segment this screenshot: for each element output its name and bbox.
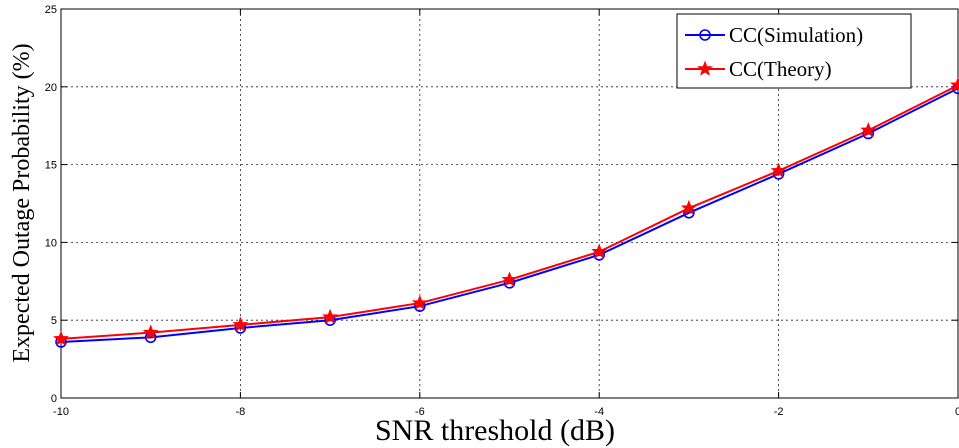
axis-ticks: -10 -8 -6 -4 -2 0 0 5 10 15 20 25 (45, 4, 959, 418)
series-line (60, 84, 959, 340)
x-tick-label: -10 (53, 406, 69, 418)
legend-box (676, 13, 912, 89)
data-point (860, 122, 877, 138)
data-point (770, 162, 787, 178)
data-point (232, 316, 249, 332)
x-tick-label: -2 (774, 406, 784, 418)
y-tick-label: 20 (45, 82, 57, 94)
data-point (53, 330, 69, 346)
x-tick-label: -4 (594, 406, 604, 418)
legend: CC(Simulation) CC(Theory) (676, 13, 912, 89)
x-tick-label: -8 (236, 406, 246, 418)
series-line (60, 87, 959, 343)
data-point (322, 308, 339, 324)
legend-label: CC(Simulation) (729, 23, 863, 47)
data-point (591, 243, 608, 259)
data-point (950, 76, 959, 92)
y-tick-label: 25 (45, 4, 57, 16)
data-point (142, 324, 159, 340)
x-tick-label: 0 (955, 406, 959, 418)
legend-marker (697, 60, 713, 76)
y-axis-label: Expected Outage Probability (%) (9, 43, 35, 362)
data-point (501, 271, 518, 287)
x-axis-label: SNR threshold (dB) (375, 414, 615, 447)
series-1 (55, 82, 959, 348)
legend-item: CC(Simulation) (685, 23, 863, 47)
data-point (680, 199, 697, 215)
y-tick-label: 15 (45, 160, 57, 172)
series-2 (53, 76, 959, 346)
legend-item: CC(Theory) (685, 57, 832, 81)
legend-label: CC(Theory) (729, 57, 832, 81)
y-tick-label: 0 (51, 393, 57, 405)
y-tick-label: 5 (51, 315, 57, 327)
x-tick-label: -6 (415, 406, 425, 418)
data-series (53, 76, 959, 348)
data-point (411, 294, 428, 310)
y-tick-label: 10 (45, 237, 57, 249)
legend-marker (699, 29, 711, 41)
plot-area (60, 8, 959, 399)
